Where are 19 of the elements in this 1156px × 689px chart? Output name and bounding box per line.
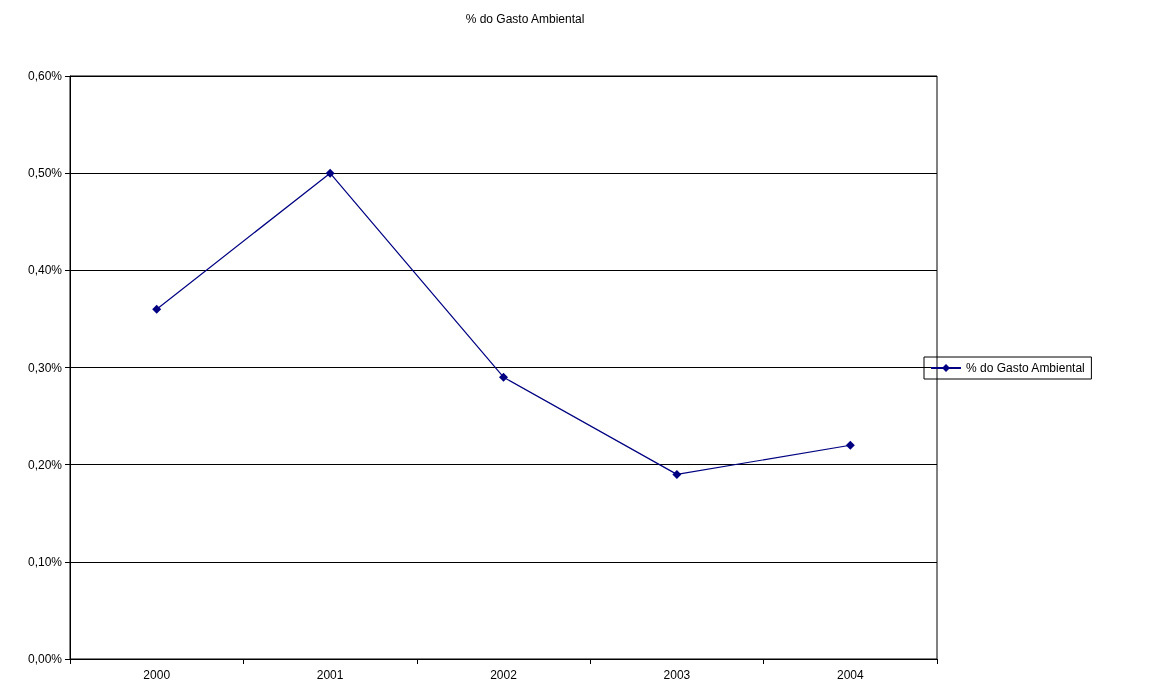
x-tick-label: 2004 (836, 668, 864, 682)
point (845, 440, 855, 450)
chart-title: % do Gasto Ambiental (465, 12, 585, 26)
y-tick-label: 0,60% (27, 69, 63, 83)
y-tick-label: 0,20% (27, 457, 63, 472)
x-tick-label: 2001 (316, 668, 344, 682)
legend-label: % do Gasto Ambiental (966, 361, 1085, 375)
y-tick-label: 0,50% (27, 166, 63, 181)
x-tick-label: 2000 (143, 668, 171, 682)
y-tick-label: 0,30% (27, 360, 63, 375)
point (499, 372, 508, 382)
y-tick-label: 0,00% (27, 652, 63, 666)
point (152, 304, 162, 314)
point (672, 469, 682, 479)
point (325, 168, 335, 178)
y-tick-label: 0,10% (27, 554, 63, 569)
x-tick-label: 2002 (490, 668, 518, 682)
y-tick-label: 0,40% (27, 263, 63, 278)
x-tick-label: 2003 (663, 668, 691, 682)
